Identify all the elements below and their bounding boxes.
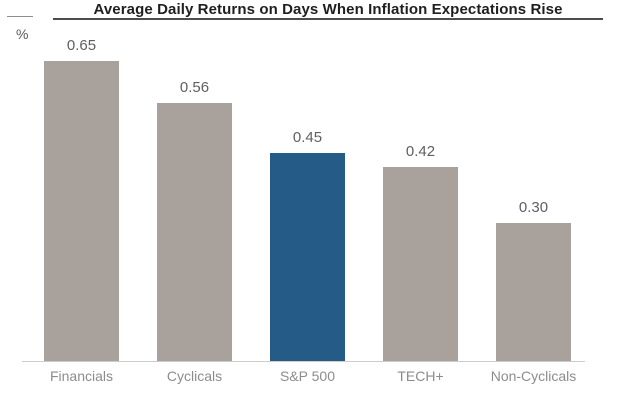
corner-tick-line <box>7 16 33 17</box>
bar-value-label: 0.45 <box>292 129 323 146</box>
y-axis-unit-label: % <box>16 26 29 42</box>
category-label: TECH+ <box>397 368 444 384</box>
bar-value-label: 0.56 <box>179 79 210 96</box>
bar-value-label: 0.30 <box>518 199 549 216</box>
chart-title: Average Daily Returns on Days When Infla… <box>93 1 563 18</box>
bar-value-label: 0.42 <box>405 143 436 160</box>
bar-financials <box>44 61 119 361</box>
bar-value-label: 0.65 <box>66 37 97 54</box>
bar-tech- <box>383 167 458 361</box>
category-label: Financials <box>49 368 114 384</box>
title-underline <box>53 18 603 20</box>
x-axis-baseline <box>22 361 585 362</box>
category-label: S&P 500 <box>279 368 335 384</box>
category-label: Non-Cyclicals <box>490 368 577 384</box>
bar-cyclicals <box>157 103 232 361</box>
bar-s-p-500 <box>270 153 345 361</box>
category-label: Cyclicals <box>166 368 223 384</box>
bar-non-cyclicals <box>496 223 571 361</box>
